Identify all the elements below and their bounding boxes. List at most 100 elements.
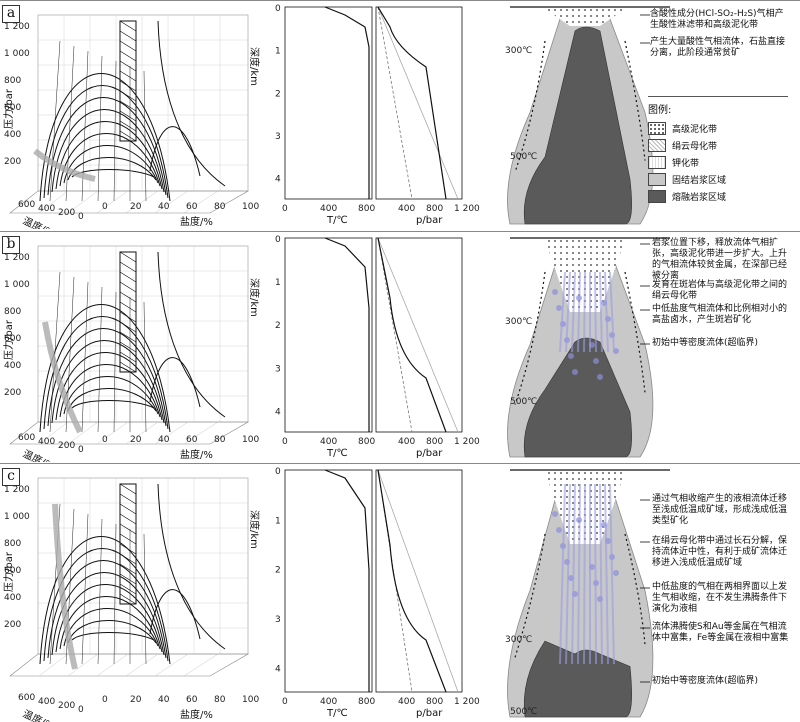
sericite-swatch — [648, 139, 666, 152]
pressure-plot-tick: 400 — [398, 697, 415, 707]
pressure-tick: 800 — [4, 539, 21, 549]
salinity-tick: 80 — [214, 695, 226, 705]
isotherm-300-label: 300℃ — [505, 635, 532, 645]
solidified-swatch — [648, 173, 666, 186]
depth-tick: 0 — [275, 235, 281, 245]
annotation-note: 初始中等密度流体(超临界) — [652, 338, 759, 348]
legend-item-potassic: 钾化带 — [648, 154, 788, 171]
temperature-tick: 200 — [58, 441, 75, 451]
salinity-tick: 20 — [130, 695, 142, 705]
salinity-tick: 80 — [214, 202, 226, 212]
isotherm-300-label: 300℃ — [505, 317, 532, 327]
temperature-axis-label: 温度/℃ — [21, 214, 58, 229]
depth-axis-label: 深度/km — [248, 47, 261, 86]
depth-axis-label: 深度/km — [248, 510, 261, 549]
temperature-plot-tick: 400 — [320, 437, 337, 447]
salinity-tick: 60 — [186, 202, 198, 212]
pressure-tick: 1 000 — [4, 280, 30, 290]
temperature-tick: 200 — [58, 701, 75, 711]
legend-item-argillic: 高级泥化带 — [648, 120, 788, 137]
pressure-plot-tick: 400 — [398, 437, 415, 447]
annotation-note: 发育在斑岩体与高级泥化带之间的绢云母化带 — [652, 280, 788, 301]
isotherm-500-label: 500℃ — [510, 397, 537, 407]
pressure-plot-label: p/bar — [416, 708, 443, 719]
pressure-tick: 200 — [4, 157, 21, 167]
pressure-axis-label: 压力/bar — [2, 319, 15, 360]
pressure-plot-label: p/bar — [416, 448, 443, 459]
annotation-note: 产生大量酸性气相流体，石盐直接分离，此阶段通常贫矿 — [650, 37, 786, 58]
pressure-tick: 600 — [4, 334, 21, 344]
annotation-note: 流体沸腾使S和Au等金属在气相流体中富集，Fe等金属在液相中富集 — [652, 622, 789, 643]
depth-tick: 2 — [275, 89, 281, 99]
temperature-tick: 0 — [78, 212, 84, 222]
legend-item-molten: 熔融岩浆区域 — [648, 188, 788, 205]
annotation-note: 初始中等密度流体(超临界) — [652, 676, 759, 686]
temperature-tick: 0 — [78, 445, 84, 455]
legend-label: 熔融岩浆区域 — [672, 193, 727, 203]
temperature-plot-tick: 0 — [282, 697, 288, 707]
pressure-plot-tick: 800 — [426, 204, 443, 214]
temperature-tick: 0 — [78, 705, 84, 715]
temperature-depth-plot: 0 1 2 3 4 深度/km 0 400 800 T/℃ — [248, 467, 375, 719]
depth-tick: 0 — [275, 467, 281, 477]
legend-label: 绢云母化带 — [672, 142, 718, 152]
annotation-note: 中低盐度气相流体和比例相对小的高盐卤水，产生斑岩矿化 — [652, 304, 788, 325]
temperature-depth-plot: 0 1 2 3 4 深度/km 0 400 800 T/℃ — [248, 4, 375, 226]
temperature-plot-tick: 0 — [282, 437, 288, 447]
magma-cross-section: 300℃ 500℃ — [505, 6, 670, 225]
salinity-tick: 0 — [102, 202, 108, 212]
legend-label: 高级泥化带 — [672, 125, 718, 135]
salinity-tick: 0 — [102, 435, 108, 445]
pressure-depth-plot: 400 800 1 200 p/bar — [375, 237, 480, 459]
depth-tick: 3 — [275, 132, 281, 142]
pressure-tick: 1 200 — [4, 485, 30, 495]
depth-tick: 1 — [275, 516, 281, 526]
temperature-axis-label: 温度/℃ — [21, 707, 58, 722]
temperature-plot-label: T/℃ — [326, 215, 348, 226]
temperature-plot-tick: 800 — [358, 437, 375, 447]
annotation-note: 岩浆位置下移，释放流体气相扩张，高级泥化带进一步扩大。上升的气相流体较贫金属，在… — [652, 238, 788, 281]
temperature-tick: 400 — [38, 437, 55, 447]
pressure-axis-label: 压力/bar — [2, 551, 15, 592]
salinity-tick: 60 — [186, 435, 198, 445]
legend-label: 钾化带 — [672, 159, 700, 169]
salinity-tick: 40 — [158, 435, 170, 445]
salinity-tick: 20 — [130, 435, 142, 445]
salinity-tick: 100 — [242, 695, 259, 705]
pressure-tick: 400 — [4, 593, 21, 603]
pressure-axis-label: 压力/bar — [2, 88, 15, 129]
temperature-axis-label: 温度/℃ — [21, 447, 58, 462]
salinity-tick: 100 — [242, 435, 259, 445]
pressure-tick: 600 — [4, 103, 21, 113]
temperature-tick: 400 — [38, 204, 55, 214]
annotation-note: 含酸性成分(HCl-SO₂-H₂S)气相产生酸性淋滤带和高级泥化带 — [650, 9, 784, 30]
magma-cross-section: 300℃ 500℃ — [505, 469, 670, 718]
depth-tick: 4 — [275, 407, 281, 417]
pressure-tick: 400 — [4, 361, 21, 371]
depth-tick: 0 — [275, 4, 281, 14]
salinity-tick: 100 — [242, 202, 259, 212]
depth-tick: 1 — [275, 278, 281, 288]
argillic-swatch — [648, 122, 666, 135]
depth-tick: 3 — [275, 615, 281, 625]
temperature-plot-tick: 0 — [282, 204, 288, 214]
pressure-tick: 1 000 — [4, 49, 30, 59]
pressure-tick: 800 — [4, 307, 21, 317]
depth-axis-label: 深度/km — [248, 278, 261, 317]
depth-tick: 4 — [275, 175, 281, 185]
isotherm-500-label: 500℃ — [510, 707, 537, 717]
panel-label: c — [2, 468, 20, 486]
annotation-note: 通过气相收缩产生的液相流体迁移至浅成低温成矿域，形成浅成低温类型矿化 — [652, 494, 788, 526]
salinity-tick: 40 — [158, 695, 170, 705]
depth-tick: 2 — [275, 321, 281, 331]
legend-item-sericite: 绢云母化带 — [648, 137, 788, 154]
pressure-tick: 200 — [4, 620, 21, 630]
depth-tick: 1 — [275, 47, 281, 57]
pressure-plot-label: p/bar — [416, 215, 443, 226]
